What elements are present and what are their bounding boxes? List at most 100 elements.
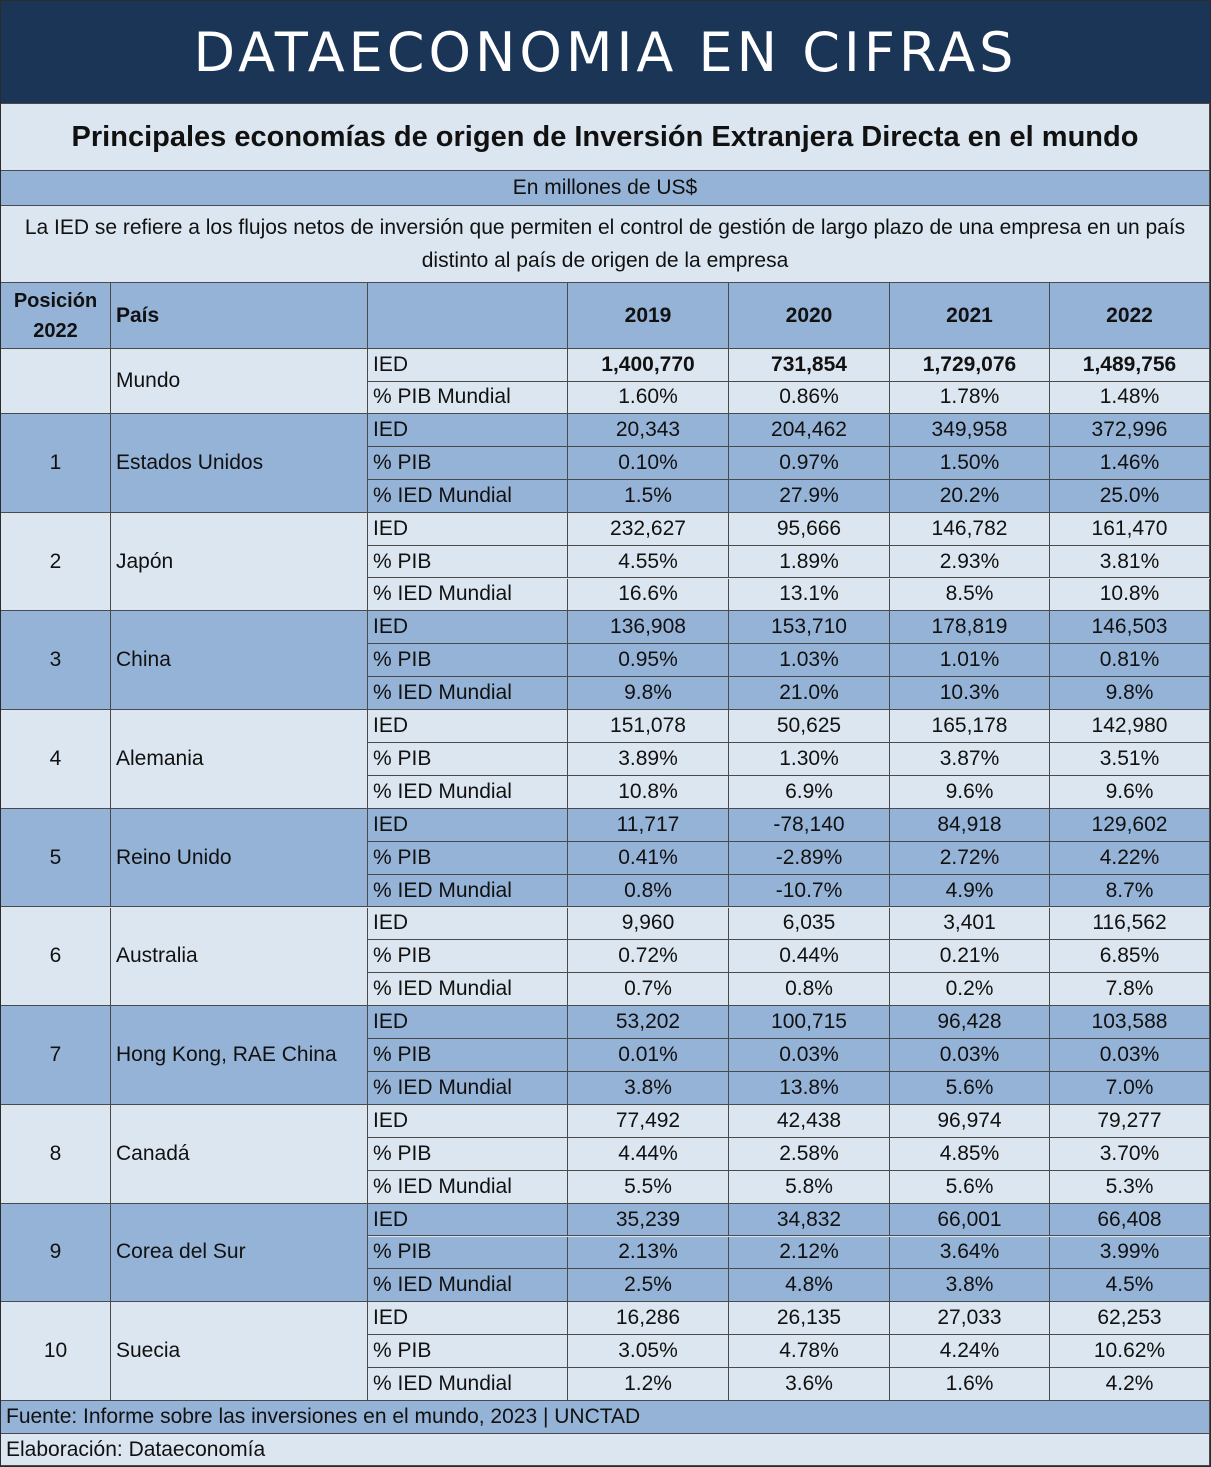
value-cell: 5.6% [890, 1170, 1050, 1204]
value: 116,562 [1092, 911, 1167, 935]
value: 42,438 [776, 1108, 842, 1132]
metric-label-cell: % IED Mundial [368, 479, 568, 513]
value: 4.22% [1099, 845, 1160, 869]
value-cell: 10.8% [568, 775, 729, 809]
value: 0.97% [779, 450, 839, 474]
value-cell: 7.0% [1050, 1072, 1210, 1105]
value: 1,489,756 [1082, 352, 1177, 376]
value-cell: 4.85% [890, 1137, 1050, 1171]
value-cell: 95,666 [729, 512, 890, 546]
value-cell: 142,980 [1050, 710, 1210, 743]
value-cell: 116,562 [1050, 907, 1210, 941]
value-cell: 1,729,076 [890, 349, 1050, 382]
value: 3.8% [624, 1075, 672, 1099]
value-cell: 3.6% [729, 1368, 890, 1401]
metric-label: IED [373, 352, 409, 376]
country-name-cell: Corea del Sur [111, 1203, 368, 1303]
page-title: DATAECONOMIA EN CIFRAS [193, 20, 1018, 84]
value: 3.05% [618, 1339, 678, 1363]
value: 79,277 [1097, 1108, 1162, 1132]
value-cell: 9.6% [890, 775, 1050, 809]
value-cell: 62,253 [1050, 1302, 1210, 1336]
value-cell: 1.60% [568, 381, 729, 414]
value: 4.24% [939, 1339, 1000, 1363]
position-cell: 9 [1, 1203, 111, 1303]
value-cell: 0.7% [568, 973, 729, 1007]
value-cell: 96,974 [890, 1104, 1050, 1138]
value-cell: 35,239 [568, 1203, 729, 1237]
value: 1.2% [624, 1372, 672, 1396]
source-note-cell: Fuente: Informe sobre las inversiones en… [1, 1401, 1210, 1434]
units-note-cell: En millones de US$ [1, 171, 1210, 206]
metric-label: IED [373, 911, 409, 935]
position-cell: 10 [1, 1302, 111, 1401]
metric-label-cell: IED [368, 710, 568, 743]
value: 7.8% [1105, 977, 1154, 1001]
value: 1,400,770 [601, 352, 695, 376]
value-cell: 66,408 [1050, 1203, 1210, 1237]
metric-label: % PIB [373, 845, 432, 869]
value-cell: 42,438 [729, 1104, 890, 1138]
value: 129,602 [1091, 812, 1168, 836]
value: 84,918 [937, 812, 1002, 836]
value-cell: 0.10% [568, 446, 729, 480]
value: 4.2% [1105, 1372, 1154, 1396]
value: 4.85% [939, 1141, 1000, 1165]
value-cell: 0.03% [890, 1039, 1050, 1072]
value-cell: 204,462 [729, 414, 890, 447]
value: 0.03% [939, 1043, 1000, 1067]
subtitle-cell: Principales economías de origen de Inver… [1, 104, 1210, 171]
value-cell: 9.6% [1050, 775, 1210, 809]
position-cell: 8 [1, 1104, 111, 1204]
value-cell: 10.8% [1050, 578, 1210, 612]
country-name-cell: Japón [111, 512, 368, 612]
metric-label: % IED Mundial [373, 1372, 512, 1396]
value-cell: 232,627 [568, 512, 729, 546]
value-cell: 5.8% [729, 1170, 890, 1204]
value-cell: -78,140 [729, 808, 890, 842]
value: 0.41% [618, 845, 678, 869]
metric-label-cell: % PIB [368, 1335, 568, 1369]
country-name: Mundo [116, 369, 181, 392]
value: 5.8% [785, 1174, 833, 1198]
value-cell: 731,854 [729, 349, 890, 382]
value: 20.2% [939, 483, 1000, 507]
value-cell: 129,602 [1050, 808, 1210, 842]
column-header-blank-cell [368, 283, 568, 349]
value: 3.87% [939, 746, 1000, 770]
metric-label: % PIB [373, 1339, 432, 1363]
value: 4.9% [945, 878, 994, 902]
value: 0.95% [618, 648, 678, 672]
value-cell: 27.9% [729, 479, 890, 513]
column-header: País [116, 303, 160, 327]
country-name-cell: China [111, 611, 368, 711]
metric-label: IED [373, 1010, 409, 1034]
value: 1.5% [624, 483, 672, 507]
value: 1.48% [1099, 385, 1160, 409]
position: 4 [49, 746, 62, 770]
value-cell: 66,001 [890, 1203, 1050, 1237]
column-header: Posición 2022 [13, 289, 98, 342]
value-cell: 0.81% [1050, 644, 1210, 678]
value: 53,202 [615, 1010, 681, 1034]
value-cell: 3.70% [1050, 1137, 1210, 1171]
value: 349,958 [931, 417, 1008, 441]
value: 1.89% [779, 549, 839, 573]
value: -10.7% [775, 878, 843, 902]
metric-label-cell: IED [368, 907, 568, 941]
value-cell: 27,033 [890, 1302, 1050, 1336]
value: 66,408 [1097, 1207, 1162, 1231]
year-header-cell: 2020 [729, 283, 890, 349]
value: 103,588 [1091, 1010, 1168, 1034]
country-name: Japón [116, 549, 174, 573]
value: 3.81% [1099, 549, 1160, 573]
value-cell: 0.8% [568, 874, 729, 908]
metric-label-cell: IED [368, 1006, 568, 1040]
position-cell: 4 [1, 710, 111, 809]
value: 13.1% [779, 582, 839, 606]
metric-label: % IED Mundial [373, 1273, 512, 1297]
value-cell: 4.44% [568, 1137, 729, 1171]
value-cell: 2.93% [890, 545, 1050, 579]
value-cell: 2.12% [729, 1236, 890, 1270]
value-cell: 0.95% [568, 644, 729, 678]
